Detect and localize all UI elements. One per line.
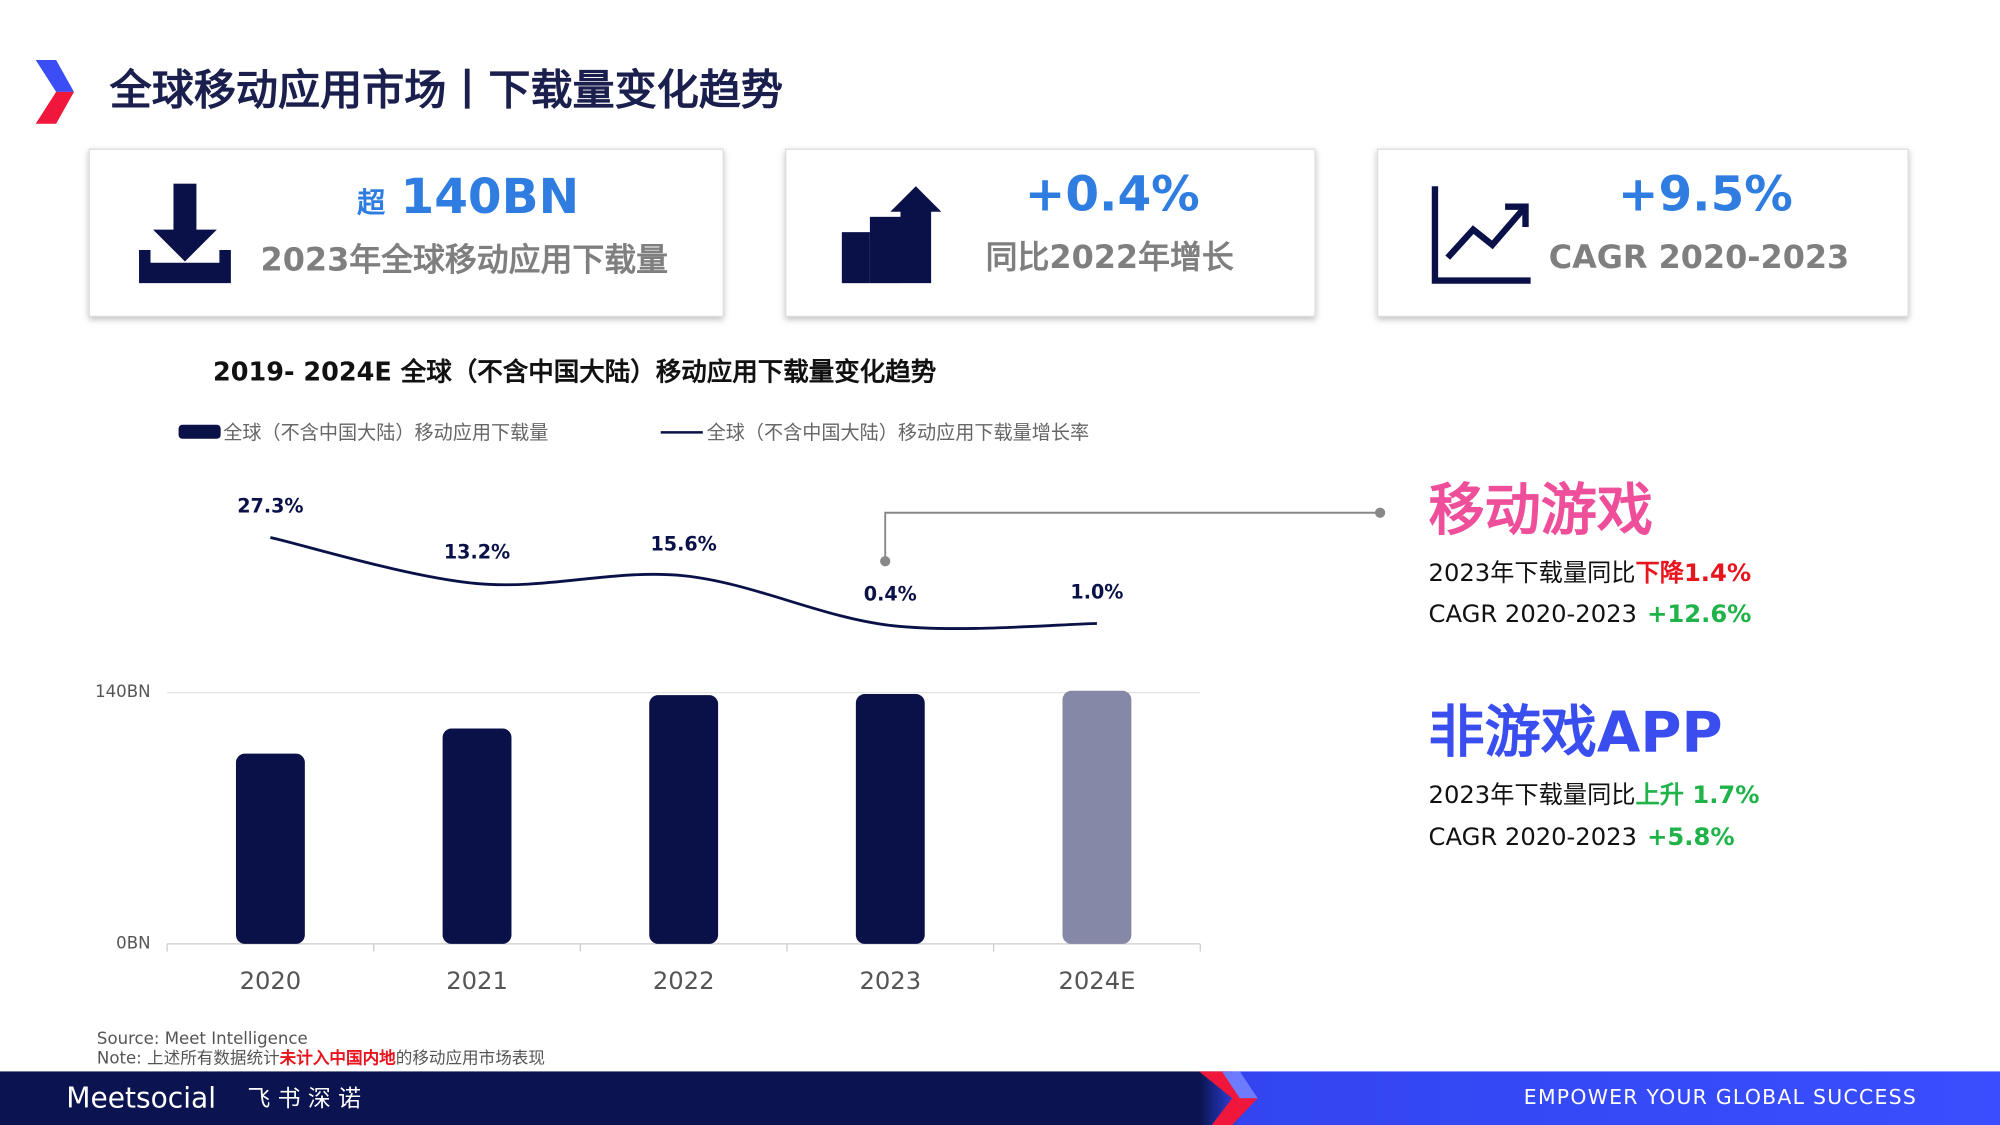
- data-label: 13.2%: [444, 540, 510, 563]
- data-label: 27.3%: [237, 494, 303, 517]
- connector-dot: [880, 556, 891, 567]
- kpi-label: 2023年全球移动应用下载量: [261, 240, 668, 278]
- brand: Meetsocial: [66, 1081, 216, 1114]
- x-tick-label: 2021: [446, 967, 508, 995]
- x-tick-label: 2024E: [1058, 967, 1135, 995]
- kpi-value: 140BN: [401, 169, 580, 225]
- logo-mark: [35, 91, 74, 124]
- title: 全球移动应用市场丨下载量变化趋势: [109, 66, 783, 115]
- text: +12.6%: [1647, 600, 1751, 628]
- growth-icon: [841, 186, 942, 284]
- chart-title: 2019- 2024E 全球（不含中国大陆）移动应用下载量变化趋势: [213, 358, 936, 388]
- x-tick-label: 2022: [653, 967, 715, 995]
- download-icon: [139, 183, 231, 284]
- y-tick-label: 0BN: [116, 933, 150, 952]
- legend-label: 全球（不含中国大陆）移动应用下载量增长率: [707, 421, 1089, 444]
- segments: 移动游戏 2023年下载量同比下降1.4% CAGR 2020-2023 +12.…: [1429, 479, 1760, 851]
- kpi-value: +0.4%: [1025, 167, 1200, 223]
- kpi-prefix: 超: [357, 186, 386, 219]
- footer-mark: [1221, 1071, 1258, 1099]
- slogan: EMPOWER YOUR GLOBAL SUCCESS: [1524, 1085, 1917, 1109]
- bar: [855, 694, 925, 944]
- kpi-value: +9.5%: [1618, 167, 1793, 223]
- x-tick-label: 2023: [859, 967, 921, 995]
- chart: 2019- 2024E 全球（不含中国大陆）移动应用下载量变化趋势 全球（不含中…: [95, 358, 1386, 995]
- segment-line: CAGR 2020-2023 +12.6%: [1429, 600, 1752, 628]
- data-label: 1.0%: [1070, 580, 1123, 603]
- text: 上升 1.7%: [1636, 781, 1760, 809]
- segment-title: 移动游戏: [1429, 479, 1653, 544]
- segment-line: CAGR 2020-2023 +5.8%: [1429, 823, 1735, 851]
- note: Note: 上述所有数据统计未计入中国内地的移动应用市场表现: [97, 1047, 545, 1067]
- data-label: 15.6%: [650, 533, 716, 556]
- trend-icon: [1431, 186, 1531, 284]
- data-label: 0.4%: [864, 582, 917, 605]
- kpi-label: 同比2022年增长: [986, 238, 1234, 276]
- text: +5.8%: [1647, 823, 1734, 851]
- text: 的移动应用市场表现: [396, 1048, 545, 1067]
- connector-dot: [1375, 507, 1386, 518]
- bar: [1062, 690, 1132, 944]
- source: Source: Meet Intelligence: [97, 1029, 308, 1048]
- text: 未计入中国内地: [280, 1047, 396, 1067]
- text: CAGR 2020-2023: [1429, 823, 1637, 851]
- text: 2023年下载量同比: [1429, 781, 1636, 809]
- bar: [235, 753, 305, 944]
- line: [270, 536, 1097, 630]
- logo-mark: [35, 59, 74, 92]
- footer: Source: Meet Intelligence Note: 上述所有数据统计…: [0, 1029, 2000, 1125]
- footer-bar: [0, 1071, 2000, 1125]
- text: 下降1.4%: [1636, 559, 1752, 587]
- segment-line: 2023年下载量同比下降1.4%: [1429, 559, 1752, 587]
- text: 2023年下载量同比: [1429, 559, 1636, 587]
- x-tick-label: 2020: [240, 967, 302, 995]
- y-tick-label: 140BN: [95, 682, 150, 701]
- legend-label: 全球（不含中国大陆）移动应用下载量: [223, 421, 548, 444]
- segment-line: 2023年下载量同比上升 1.7%: [1429, 781, 1760, 809]
- kpi-label: CAGR 2020-2023: [1549, 238, 1850, 276]
- legend-swatch: [178, 424, 221, 439]
- kpi-cards: 超 140BN 2023年全球移动应用下载量 +0.4% 同比2022年增长 +…: [88, 148, 1909, 317]
- brand-cn: 飞 书 深 诺: [247, 1086, 361, 1112]
- text: CAGR 2020-2023: [1429, 600, 1637, 628]
- card: [1376, 148, 1909, 317]
- header: 全球移动应用市场丨下载量变化趋势: [35, 59, 783, 124]
- bar: [649, 695, 719, 944]
- connector: [884, 511, 1381, 562]
- text: Note: 上述所有数据统计: [97, 1048, 280, 1067]
- bar: [442, 728, 512, 944]
- segment-title: 非游戏APP: [1429, 701, 1723, 766]
